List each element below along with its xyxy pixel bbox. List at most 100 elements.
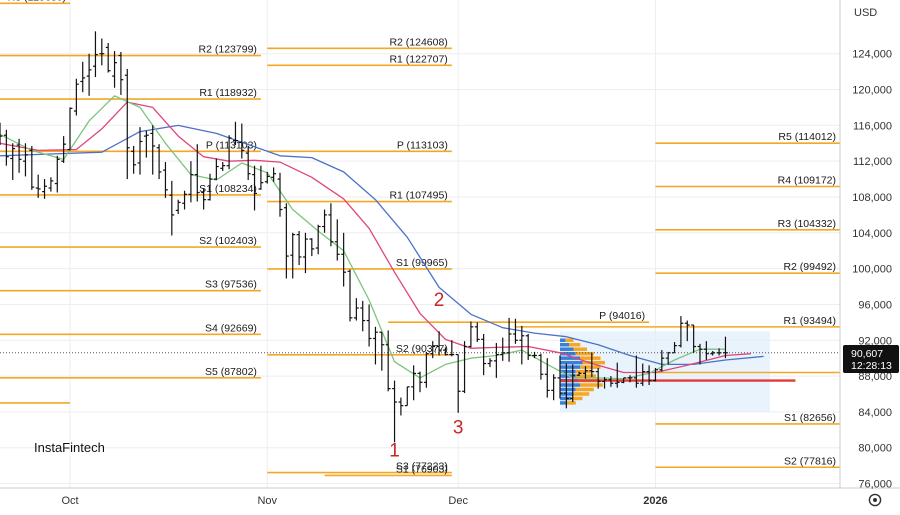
volume-profile-bar-buy	[560, 360, 583, 365]
ohlc-bar	[322, 209, 327, 233]
pivot-level-label: P (113103)	[206, 139, 257, 151]
settings-icon[interactable]	[868, 493, 882, 507]
ohlc-bar	[633, 355, 639, 388]
ohlc-bar	[42, 179, 47, 199]
ohlc-bar	[86, 53, 92, 96]
y-tick-label: 100,000	[852, 264, 892, 276]
volume-profile-bar-sell	[573, 347, 587, 351]
pivot-level-label: R1 (122707)	[389, 53, 447, 65]
ohlc-bar	[525, 333, 531, 360]
ohlc-bar	[283, 203, 289, 279]
ohlc-bar	[353, 298, 359, 321]
ohlc-bar	[481, 333, 487, 376]
ohlc-bar	[583, 366, 588, 379]
ohlc-bar	[519, 325, 525, 365]
ohlc-bar	[220, 162, 226, 172]
ohlc-bar	[156, 144, 162, 180]
ohlc-bar	[551, 374, 557, 401]
x-tick-label: Oct	[61, 495, 78, 507]
volume-profile-bar-sell	[580, 365, 601, 369]
ohlc-bar	[684, 320, 690, 342]
volume-profile-bar-buy	[560, 338, 566, 342]
ohlc-bar	[417, 371, 423, 393]
y-tick-label: 116,000	[853, 120, 892, 132]
ohlc-bar	[716, 348, 722, 356]
ohlc-bar	[61, 136, 67, 163]
ohlc-bar	[10, 143, 16, 180]
ma-fast-line	[0, 95, 726, 380]
ohlc-bar	[646, 365, 652, 386]
ohlc-bar	[328, 203, 334, 247]
volume-profile-bar-buy	[560, 347, 574, 351]
pivot-level-label: S3 (77223)	[396, 461, 448, 473]
volume-profile-bar-sell	[573, 392, 590, 396]
volume-profile-bar-sell	[571, 396, 583, 401]
ohlc-bar	[124, 68, 130, 180]
volume-profile-bar-buy	[560, 342, 569, 347]
ohlc-bar	[404, 386, 410, 407]
ohlc-bar	[436, 331, 442, 356]
ohlc-bar	[697, 343, 703, 365]
y-tick-label: 80,000	[858, 443, 892, 455]
ohlc-bar	[93, 31, 98, 78]
pivot-level-label: R5 (114012)	[778, 131, 836, 143]
pivot-level-label: R1 (107495)	[389, 190, 447, 202]
ohlc-bar	[614, 362, 620, 388]
ohlc-bar	[443, 347, 448, 356]
pivot-level-label: R2 (124608)	[389, 36, 447, 48]
ohlc-bar	[303, 232, 308, 274]
ohlc-bar	[341, 232, 347, 287]
pivot-level-label: R1 (93494)	[783, 315, 836, 327]
volume-profile-bar-sell	[566, 401, 576, 405]
ohlc-bar	[366, 304, 372, 347]
ohlc-bar	[264, 171, 270, 184]
ohlc-bar	[557, 355, 563, 399]
ohlc-bar	[487, 358, 493, 368]
ohlc-bar	[0, 122, 3, 146]
ohlc-bar	[80, 61, 86, 93]
volume-profile-bar-sell	[580, 383, 603, 387]
wave-label: 3	[453, 417, 464, 438]
ohlc-bar	[309, 238, 315, 257]
ohlc-bar	[544, 358, 550, 398]
ohlc-bar	[379, 331, 385, 371]
price-badge-time: 12:28:13	[851, 360, 892, 372]
ohlc-bar	[373, 326, 378, 365]
ohlc-bar	[182, 190, 187, 210]
ohlc-bar	[175, 199, 181, 215]
ohlc-bar	[67, 107, 73, 151]
ohlc-bar	[258, 165, 264, 190]
ohlc-bar	[411, 365, 417, 401]
volume-profile-bar-buy	[560, 356, 581, 360]
ohlc-bar	[398, 397, 404, 416]
ohlc-bar	[595, 368, 601, 389]
ohlc-bar	[194, 144, 200, 202]
pivot-level-label: S2 (102403)	[199, 235, 257, 247]
ohlc-bar	[691, 324, 697, 353]
pivot-level-label: S1 (76903)	[396, 463, 448, 475]
ohlc-bar	[105, 42, 111, 73]
pivot-level-label: R2 (123799)	[199, 44, 257, 56]
ohlc-bar	[143, 130, 149, 158]
ohlc-bar	[315, 224, 321, 255]
ma-mid-line	[0, 101, 751, 374]
x-tick-label: Nov	[257, 495, 277, 507]
pivot-level-label: S1 (82656)	[784, 412, 836, 424]
ohlc-bar	[35, 174, 41, 198]
ohlc-bar	[48, 177, 54, 192]
ohlc-bar	[576, 371, 582, 377]
ohlc-bar	[29, 145, 35, 190]
ohlc-bar	[252, 165, 257, 211]
ohlc-bar	[563, 363, 569, 409]
ohlc-bar	[423, 351, 429, 388]
currency-label[interactable]: USD	[854, 7, 877, 19]
volume-profile-bar-sell	[575, 369, 592, 374]
ohlc-bar	[16, 138, 22, 173]
ohlc-bar	[621, 377, 627, 384]
ohlc-bar	[385, 330, 391, 392]
pivot-level-label: R4 (109172)	[778, 174, 836, 186]
pivot-level-label: P (94016)	[599, 310, 645, 322]
ohlc-bar	[290, 232, 296, 279]
ohlc-bar	[112, 51, 117, 88]
